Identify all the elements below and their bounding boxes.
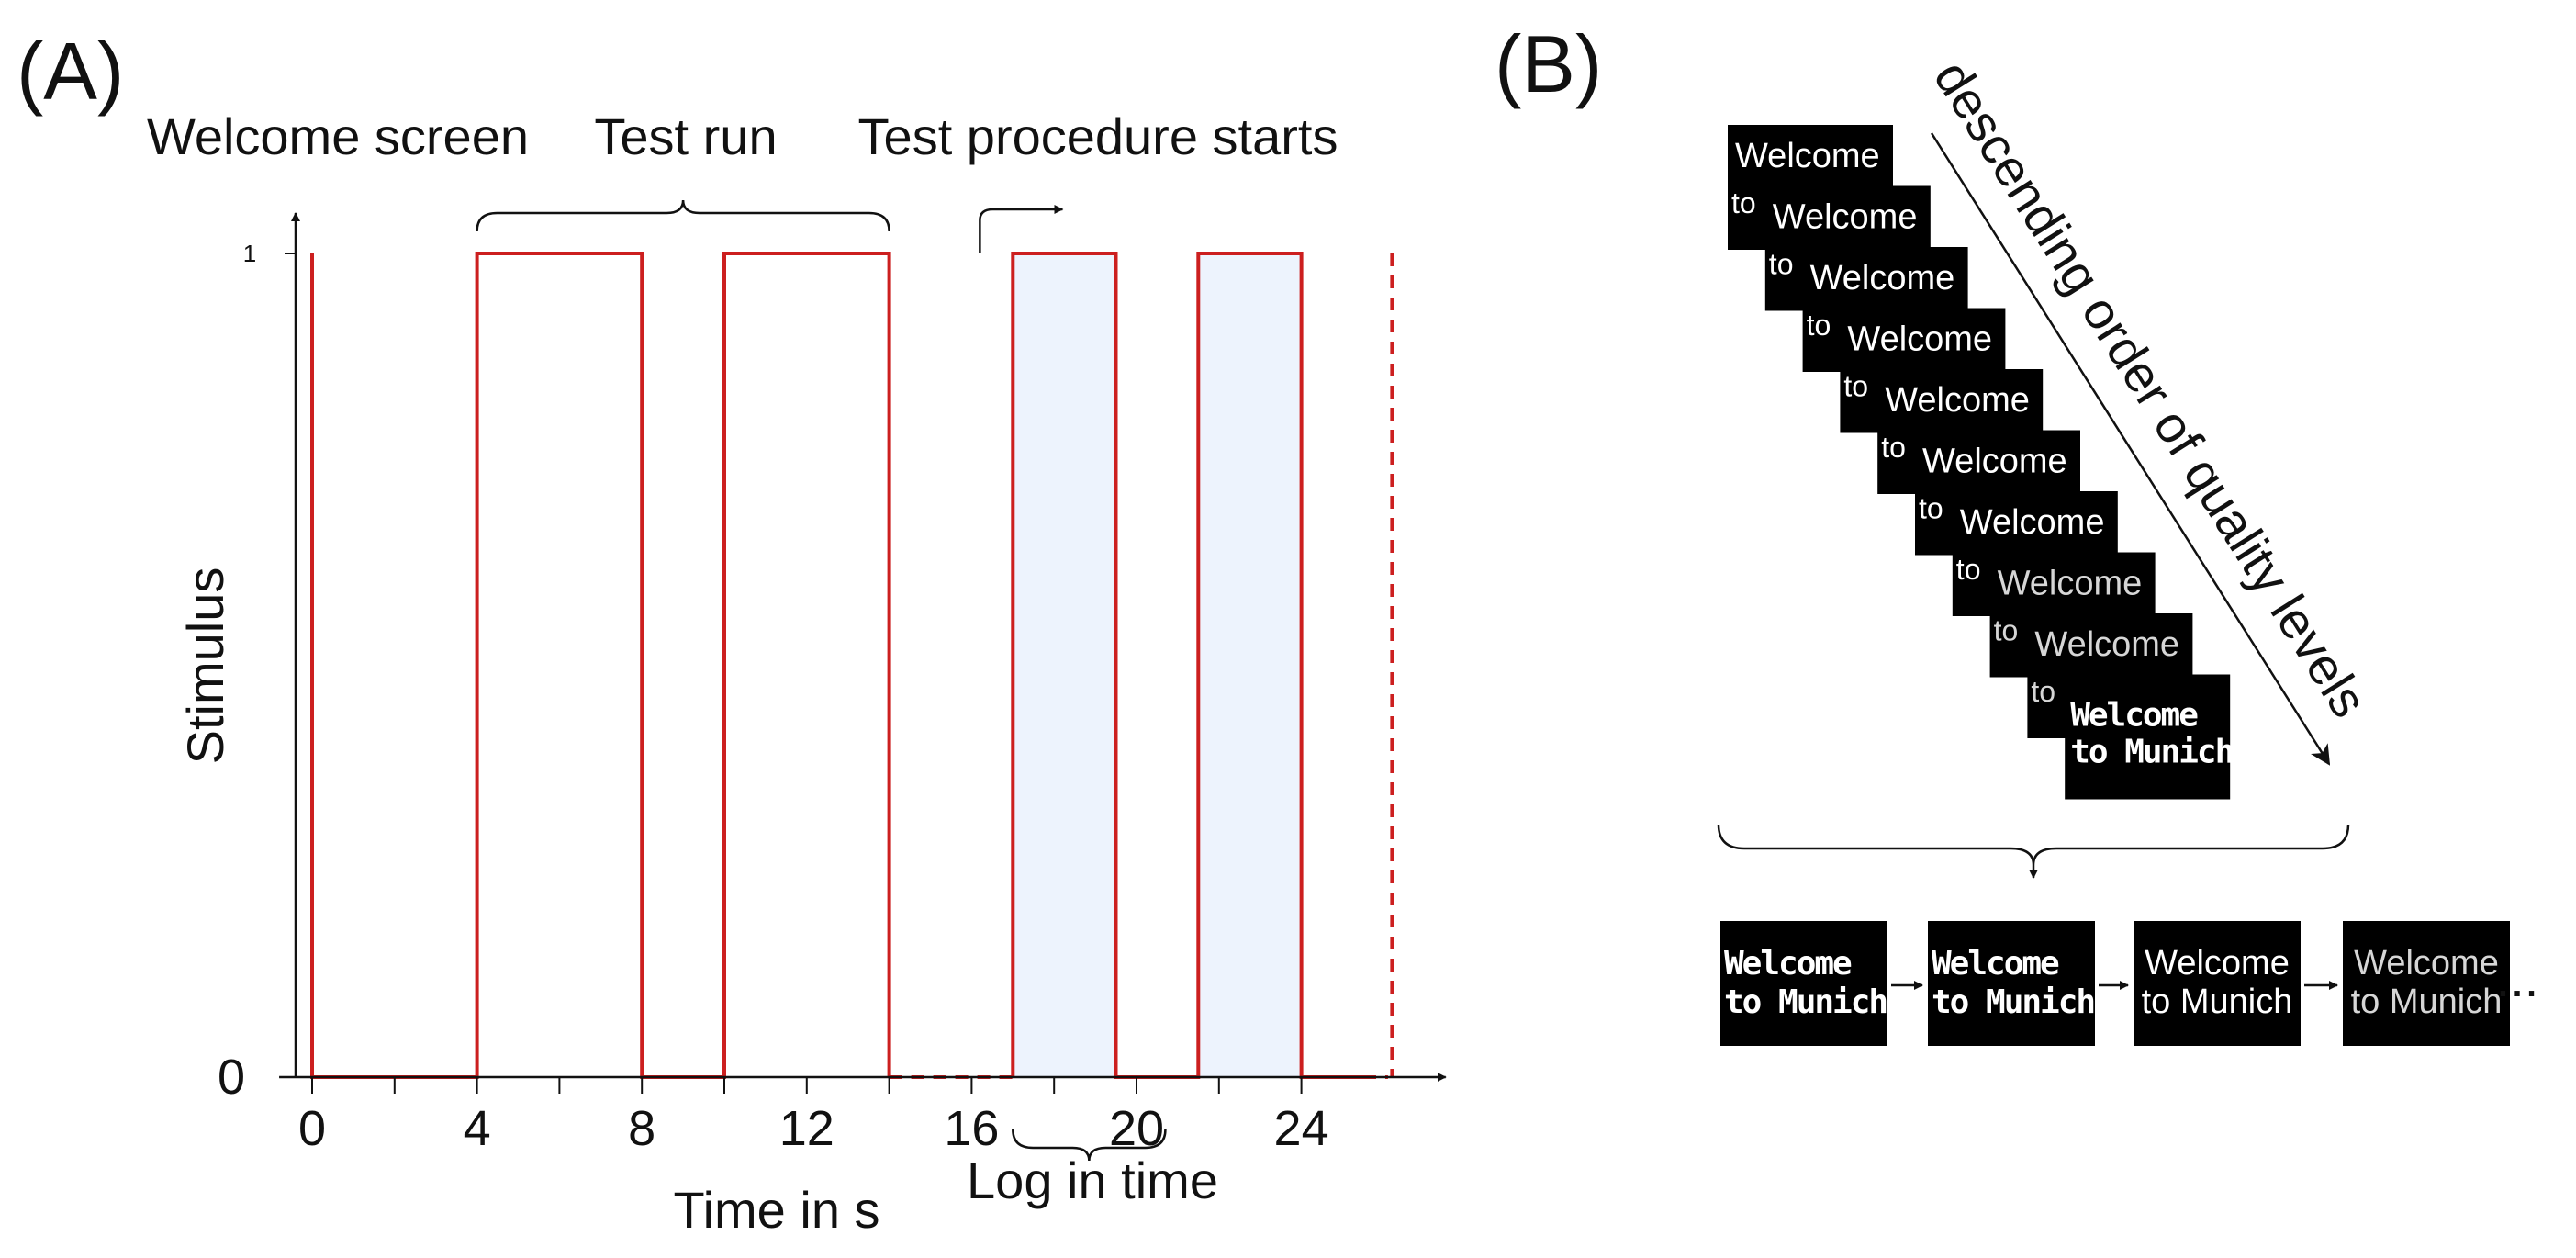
y-tick-label: 0	[218, 1050, 245, 1105]
series-stimulus	[310, 252, 891, 1079]
screen-text-to: to	[1994, 614, 2019, 647]
screen-text-line1: Welcome	[2145, 944, 2290, 983]
screen-text-word: Welcome	[1922, 443, 2067, 481]
screen-bg	[2065, 674, 2231, 800]
screen-text-line1: Welcome	[2070, 697, 2198, 735]
test-run-label: Test run	[594, 107, 777, 165]
screen-text-line1: Welcome	[1932, 945, 2059, 983]
screen-text-line1: Welcome	[1724, 945, 1852, 983]
test-procedure-start-arrow	[979, 205, 1064, 253]
screen-text-word: Welcome	[2034, 625, 2179, 664]
stack-brace	[1717, 824, 2350, 866]
screen-text-to: to	[1807, 309, 1831, 342]
x-tick-label: 8	[628, 1101, 655, 1156]
screen-text-word: Welcome	[1735, 137, 1880, 175]
screen-text-to: to	[1843, 370, 1868, 403]
shaded-block-1	[1198, 253, 1302, 1077]
screen-text-word: Welcome	[1998, 565, 2143, 603]
screen-text-line2: to Munich	[1724, 983, 1887, 1021]
screen-bg	[1928, 921, 2095, 1046]
screen-text-line2: to Munich	[2142, 983, 2293, 1021]
screen-text-line2: to Munich	[2351, 983, 2503, 1021]
panel-b-label: (B)	[1495, 18, 1602, 109]
screen-text-line2: to Munich	[1932, 983, 2094, 1021]
screen-text-to: to	[1956, 553, 1981, 586]
screen-bg	[2134, 921, 2301, 1046]
screen-text-to: to	[1881, 431, 1906, 464]
quality-order-arrow	[1930, 132, 2331, 766]
shaded-blocks	[1013, 253, 1302, 1077]
panel-a: (A) Welcome screen Test run Test procedu…	[17, 26, 1447, 1239]
screen-text-to: to	[1769, 248, 1794, 281]
log-in-time-label: Log in time	[967, 1151, 1218, 1209]
screen-text-word: Welcome	[1773, 198, 1918, 237]
x-tick-label: 0	[298, 1101, 326, 1156]
screen-text-line2: to Munich	[2070, 734, 2233, 771]
x-tick-label: 12	[779, 1101, 834, 1156]
log-in-time-brace	[1012, 1129, 1167, 1162]
screen-text-word: Welcome	[1847, 320, 1992, 359]
test-run-brace	[476, 199, 890, 232]
x-tick-label: 4	[464, 1101, 491, 1156]
x-axis-label: Time in s	[673, 1181, 879, 1239]
x-tick-label: 16	[944, 1101, 999, 1156]
screen-bg	[2343, 921, 2510, 1046]
screen-text-word: Welcome	[1885, 381, 2030, 420]
quality-stack: Welcome to Welcome to Welcome to Welcome to Welc…	[1728, 125, 2234, 800]
sequence-ellipsis: ...	[2496, 949, 2539, 1007]
y-tick-label: 1	[243, 240, 256, 267]
screen-text-to: to	[1731, 186, 1756, 219]
x-tick-label: 24	[1274, 1101, 1329, 1156]
screen-text-to: to	[2031, 675, 2055, 708]
screen-text-to: to	[1919, 492, 1943, 525]
axes	[279, 212, 1447, 1082]
shaded-block-0	[1013, 253, 1116, 1077]
y-axis-label: Stimulus	[176, 567, 234, 765]
screen-text-word: Welcome	[1810, 259, 1955, 298]
screen-text-line1: Welcome	[2354, 944, 2499, 983]
panel-a-label: (A)	[17, 26, 124, 117]
welcome-screen-label: Welcome screen	[147, 107, 529, 165]
screen-text-word: Welcome	[1960, 503, 2105, 542]
test-procedure-starts-label: Test procedure starts	[858, 107, 1338, 165]
screen-bg	[1720, 921, 1887, 1046]
